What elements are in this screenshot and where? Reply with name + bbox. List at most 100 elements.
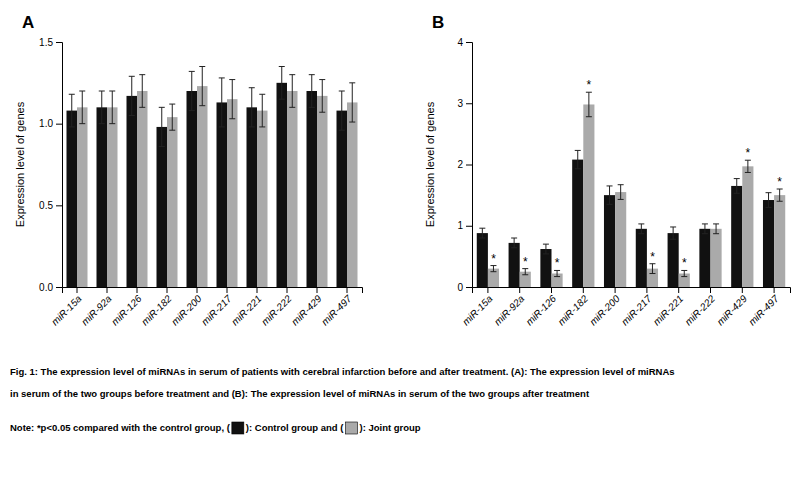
bar [699,229,710,287]
error-cap [670,226,676,227]
error-line [161,107,162,146]
y-tick: 2 [457,159,472,170]
panel-title: B [432,13,444,32]
bar [157,127,168,287]
bar [604,195,615,287]
x-tick: miR-217 [199,287,234,328]
x-tick: miR-222 [259,287,294,328]
error-cap [129,115,135,116]
tick-label: 1.0 [39,118,53,129]
tick-mark [77,287,78,293]
error-bar [618,185,624,200]
tick-mark [742,287,743,293]
error-cap [339,130,345,131]
note-text: ): Control group and ( [246,422,344,433]
bar [509,243,520,287]
error-cap [713,233,719,234]
error-cap [289,107,295,108]
x-tick: miR-497 [319,287,354,328]
error-cap [259,126,265,127]
error-line [557,270,558,276]
tick-mark [347,287,348,293]
tick-mark [137,287,138,293]
error-cap [159,146,165,147]
x-tick: miR-15a [49,287,84,328]
bar [636,229,647,287]
tick-mark [107,287,108,293]
error-cap [309,107,315,108]
bar [763,200,774,287]
bar [488,269,499,287]
bar-series [77,67,358,288]
error-bar [139,75,145,108]
error-cap [139,74,145,75]
error-cap [713,223,719,224]
error-cap [349,82,355,83]
error-bar [586,92,592,117]
error-bar [79,91,85,124]
bar [572,160,583,287]
error-line [768,193,769,208]
bar [167,117,178,287]
error-cap [618,184,624,185]
error-cap [249,126,255,127]
error-line [747,160,748,172]
tick-mark [257,287,258,293]
bar [317,96,328,287]
bar-series [67,67,348,288]
error-cap [511,247,517,248]
axis-line [466,43,473,288]
error-bar [259,94,265,127]
bar [247,107,258,287]
tick-mark [774,287,775,293]
bar [217,102,228,287]
error-bar [69,94,75,127]
error-bar [777,189,783,201]
error-cap [702,223,708,224]
tick-mark [466,287,472,288]
panel: ********miR-15amiR-92amiR-126miR-182miR-… [424,13,791,328]
tick-label: miR-222 [683,293,718,328]
tick-label: miR-222 [259,293,294,328]
tick-mark [56,205,62,206]
error-cap [490,271,496,272]
error-bar [745,160,751,172]
tick-mark [56,124,62,125]
error-cap [702,233,708,234]
error-bar [670,227,676,239]
tick-mark [167,287,168,293]
y-tick: 1.5 [39,37,62,48]
x-tick: miR-221 [229,287,264,328]
error-cap [229,79,235,80]
x-tick: miR-126 [524,287,559,328]
bar [137,91,148,287]
caption: Fig. 1: The expression level of miRNAs i… [10,366,675,399]
error-cap [199,105,205,106]
significance-mark: * [650,250,655,264]
x-tick: miR-497 [746,287,781,328]
tick-label: 3 [457,98,463,109]
error-cap [734,178,740,179]
significance-mark: * [777,175,782,189]
error-bar [349,83,355,122]
tick-label: miR-92a [79,293,114,328]
bar [337,111,348,287]
bar [307,91,318,287]
error-line [704,224,705,234]
error-bar [339,91,345,130]
bar [668,233,679,287]
bar [97,107,108,287]
error-cap [69,94,75,95]
error-bar [159,107,165,146]
legend-swatch [232,422,244,434]
error-cap [79,123,85,124]
tick-label: 4 [457,37,463,48]
tick-label: miR-217 [619,293,654,328]
error-line [620,185,621,200]
tick-label: miR-126 [109,293,144,328]
axis-line [63,288,363,294]
error-cap [479,228,485,229]
error-cap [543,253,549,254]
error-line [142,75,143,108]
error-cap [319,79,325,80]
